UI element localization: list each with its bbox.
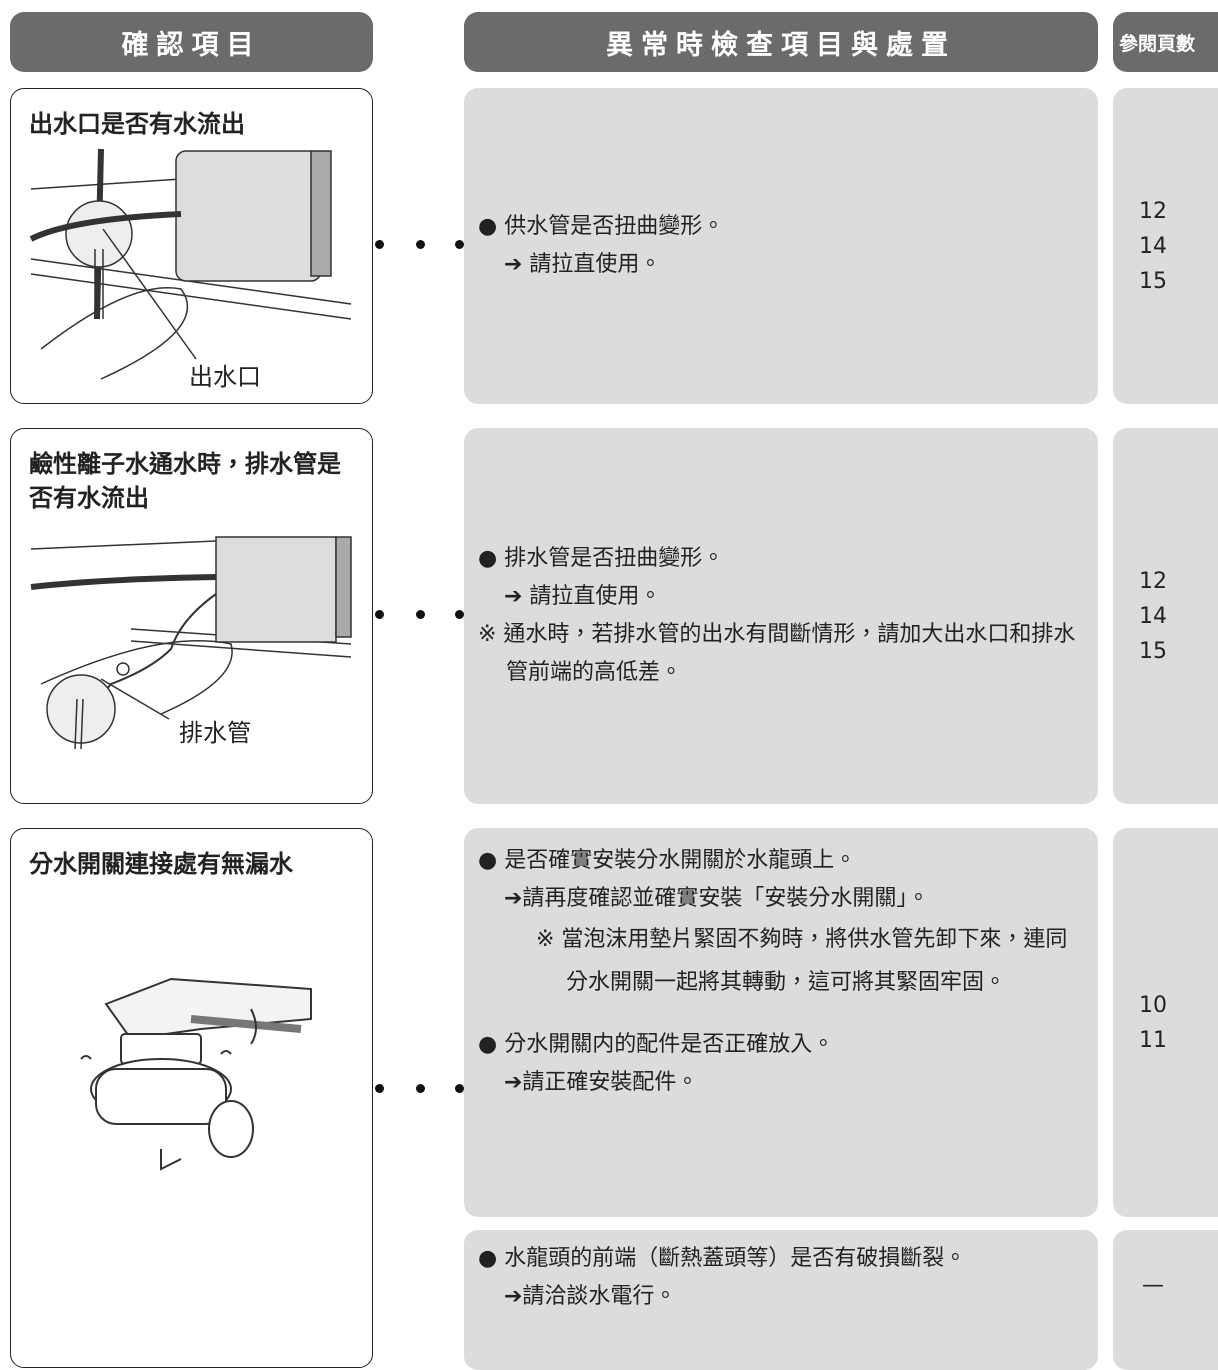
page-ref: 14 [1139,603,1167,629]
connector-dot [375,610,384,619]
ref-box: 12 14 15 [1113,88,1218,404]
action-box: ● 供水管是否扭曲變形。 ➔ 請拉直使用。 [464,88,1098,404]
action-note: ※ 通水時，若排水管的出水有間斷情形，請加大出水口和排水管前端的高低差。 [478,622,1076,685]
page-ref: 15 [1139,268,1167,294]
page-ref: — [1142,1273,1164,1298]
action-line: ● 排水管是否扭曲變形。 [478,546,725,571]
check-box: 出水口是否有水流出 出水口 [10,88,373,404]
action-box: ● 水龍頭的前端（斷熱蓋頭等）是否有破損斷裂。 ➔請洽談水電行。 [464,1230,1098,1370]
ref-box: — [1113,1230,1218,1370]
page-ref: 10 [1139,992,1167,1018]
ref-box: 12 14 15 [1113,428,1218,804]
action-note: ※ 當泡沫用墊片緊固不夠時，將供水管先卸下來，連同分水開關一起將其轉動，這可將其… [536,927,1068,995]
page-ref: 12 [1139,198,1167,224]
connector-dot [455,240,464,249]
connector-dot [416,1084,425,1093]
action-line: ➔請洽談水電行。 [504,1284,677,1309]
action-line: ➔ 請拉直使用。 [504,252,662,277]
header-ref: 參閱頁數 [1113,12,1218,72]
action-line: ● 供水管是否扭曲變形。 [478,214,725,239]
action-line: ➔請正確安裝配件。 [504,1070,699,1095]
connector-dot [375,240,384,249]
illustration [30,536,352,750]
connector-dot [416,240,425,249]
action-line: ➔ 請拉直使用。 [504,584,662,609]
action-line: ➔請再度確認並確實安裝「安裝分水開關」。 [504,886,930,911]
illustration-label: 出水口 [189,363,261,391]
page-ref: 12 [1139,568,1167,594]
check-title: 分水開關連接處有無漏水 [29,850,293,878]
page-ref: 14 [1139,233,1167,259]
action-line: ● 分水開關内的配件是否正確放入。 [478,1032,835,1057]
connector-dot [455,1084,464,1093]
check-title: 鹼性離子水通水時，排水管是否有水流出 [29,450,341,512]
ref-box: 10 11 [1113,828,1218,1217]
connector-dot [455,610,464,619]
connector-dot [416,610,425,619]
check-title: 出水口是否有水流出 [29,110,245,138]
page-ref: 15 [1139,638,1167,664]
action-line: ● 是否確實安裝分水開關於水龍頭上。 [478,848,857,873]
connector-dot [375,1084,384,1093]
illustration [80,977,312,1171]
check-box: 鹼性離子水通水時，排水管是否有水流出 排水管 [10,428,373,804]
illustration [29,148,352,380]
page-ref: 11 [1139,1027,1167,1053]
header-check: 確認項目 [10,12,373,72]
action-line: ● 水龍頭的前端（斷熱蓋頭等）是否有破損斷裂。 [478,1246,967,1271]
action-box: ● 排水管是否扭曲變形。 ➔ 請拉直使用。 ※ 通水時，若排水管的出水有間斷情形… [464,428,1098,804]
check-box: 分水開關連接處有無漏水 [10,828,373,1368]
illustration-label: 排水管 [179,719,251,747]
header-action: 異常時檢查項目與處置 [464,12,1098,72]
action-box: ● 是否確實安裝分水開關於水龍頭上。 ➔請再度確認並確實安裝「安裝分水開關」。 … [464,828,1098,1217]
